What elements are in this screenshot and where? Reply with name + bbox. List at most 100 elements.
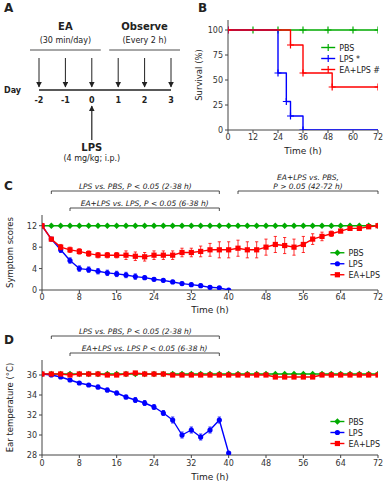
point bbox=[151, 404, 156, 409]
arrow bbox=[39, 58, 40, 87]
error-bar bbox=[302, 236, 305, 252]
point bbox=[42, 371, 45, 376]
legend-marker bbox=[325, 66, 332, 73]
day-label: 0 bbox=[89, 96, 95, 105]
error-bar bbox=[199, 284, 202, 287]
error-bar bbox=[190, 248, 193, 257]
x-axis-label: Time (h) bbox=[190, 305, 229, 315]
point bbox=[76, 371, 82, 377]
point bbox=[67, 371, 73, 377]
legend-marker bbox=[325, 55, 332, 62]
annotation-text: (Every 2 h) bbox=[122, 36, 166, 45]
censor-mark bbox=[325, 27, 332, 34]
annotation: EA+LPS vs. PBS,P > 0.05 (42-72 h) bbox=[273, 173, 343, 191]
point bbox=[179, 372, 184, 377]
underline bbox=[30, 50, 101, 51]
point bbox=[104, 223, 110, 229]
point bbox=[123, 272, 128, 277]
point bbox=[170, 417, 175, 422]
point bbox=[142, 371, 147, 376]
annotation-line: LPS vs. PBS, P < 0.05 (2-38 h) bbox=[79, 327, 192, 336]
point bbox=[207, 223, 213, 229]
point bbox=[58, 371, 63, 376]
point bbox=[142, 400, 147, 405]
annotation: LPS vs. PBS, P < 0.05 (2-38 h) bbox=[79, 182, 192, 191]
point bbox=[301, 374, 306, 379]
point bbox=[337, 371, 343, 377]
error-bar bbox=[264, 239, 267, 255]
annotation-line: EA+LPS vs. LPS P < 0.05 (6-38 h) bbox=[82, 344, 208, 353]
point bbox=[161, 371, 166, 376]
point bbox=[49, 237, 54, 242]
point bbox=[114, 271, 119, 276]
point bbox=[217, 247, 222, 252]
x-tick-label: 60 bbox=[348, 133, 358, 142]
point bbox=[198, 372, 203, 377]
error-bar bbox=[292, 239, 295, 255]
error-bar bbox=[143, 276, 146, 279]
x-tick-label: 0 bbox=[225, 133, 230, 142]
x-tick bbox=[116, 455, 117, 458]
y-tick bbox=[225, 130, 228, 131]
series bbox=[42, 223, 378, 229]
point bbox=[151, 277, 156, 282]
point bbox=[95, 223, 101, 229]
day-label: -2 bbox=[35, 96, 44, 105]
point bbox=[245, 247, 250, 252]
series bbox=[42, 370, 378, 379]
point bbox=[85, 223, 91, 229]
point bbox=[67, 223, 73, 229]
x-tick-label: 24 bbox=[273, 133, 283, 142]
point bbox=[301, 242, 306, 247]
point bbox=[95, 253, 100, 258]
error-bar bbox=[208, 427, 211, 433]
point bbox=[170, 372, 175, 377]
panel-letter: D bbox=[4, 333, 14, 347]
error-bar bbox=[115, 253, 118, 258]
annotation-label: EA bbox=[58, 21, 73, 32]
point bbox=[291, 223, 297, 229]
point bbox=[161, 278, 166, 283]
legend-label: PBS bbox=[339, 44, 354, 53]
error-bar bbox=[162, 251, 165, 260]
error-bar bbox=[96, 385, 99, 389]
series bbox=[228, 27, 378, 131]
error-bar bbox=[143, 401, 146, 406]
error-bar bbox=[59, 244, 62, 249]
point bbox=[226, 247, 231, 252]
error-bar bbox=[50, 238, 53, 241]
series bbox=[42, 371, 231, 455]
point bbox=[151, 371, 157, 377]
y-tick bbox=[39, 225, 42, 226]
point bbox=[142, 275, 147, 280]
error-bar bbox=[180, 282, 183, 285]
error-bar bbox=[143, 253, 146, 262]
point bbox=[160, 223, 166, 229]
point bbox=[86, 371, 91, 376]
y-tick bbox=[39, 268, 42, 269]
x-tick-label: 12 bbox=[248, 133, 258, 142]
x-tick-label: 72 bbox=[373, 293, 383, 302]
y-tick-label: 30 bbox=[27, 431, 37, 440]
arrow bbox=[118, 58, 119, 87]
x-tick-label: 64 bbox=[336, 293, 346, 302]
panel-chart: C08162432404856647204812Time (h)Symptom … bbox=[4, 173, 383, 315]
underline bbox=[109, 50, 180, 51]
point bbox=[123, 223, 129, 229]
y-tick-label: 4 bbox=[32, 265, 37, 274]
y-tick-label: 28 bbox=[27, 451, 37, 460]
point bbox=[300, 223, 306, 229]
point bbox=[375, 223, 378, 228]
series-line bbox=[228, 30, 378, 87]
point bbox=[133, 370, 138, 375]
point bbox=[188, 371, 194, 377]
point bbox=[113, 371, 119, 377]
error-bar bbox=[348, 227, 351, 230]
point bbox=[356, 371, 362, 377]
point bbox=[67, 377, 72, 382]
point bbox=[114, 372, 119, 377]
x-tick-label: 48 bbox=[261, 459, 271, 468]
y-tick-label: 12 bbox=[27, 222, 37, 231]
point bbox=[151, 371, 156, 376]
point bbox=[310, 374, 315, 379]
